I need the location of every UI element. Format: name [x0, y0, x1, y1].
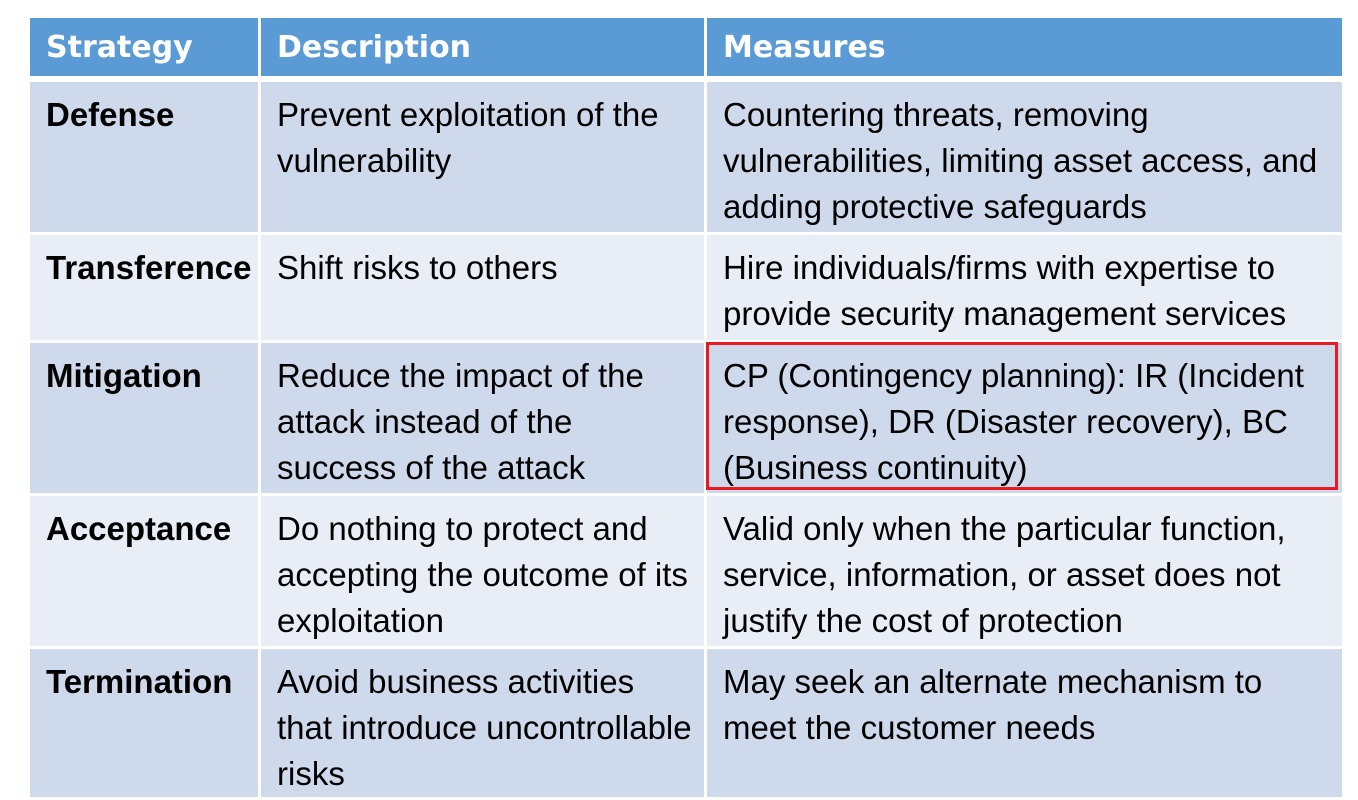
measures-cell-highlighted: CP (Contingency planning): IR (Incident … [707, 343, 1342, 496]
description-cell: Reduce the impact of the attack instead … [261, 343, 707, 496]
measures-cell: Hire individuals/firms with expertise to… [707, 235, 1342, 343]
table-row-defense: Defense Prevent exploitation of the vuln… [30, 82, 1342, 235]
table-row-termination: Termination Avoid business activities th… [30, 649, 1342, 800]
header-description: Description [261, 18, 707, 82]
strategy-cell: Mitigation [30, 343, 261, 496]
table-row-acceptance: Acceptance Do nothing to protect and acc… [30, 496, 1342, 649]
header-strategy: Strategy [30, 18, 261, 82]
description-cell: Shift risks to others [261, 235, 707, 343]
strategy-cell: Acceptance [30, 496, 261, 649]
table-header-row: Strategy Description Measures [30, 18, 1342, 82]
description-cell: Do nothing to protect and accepting the … [261, 496, 707, 649]
description-cell: Avoid business activities that introduce… [261, 649, 707, 800]
measures-cell: Valid only when the particular function,… [707, 496, 1342, 649]
header-measures: Measures [707, 18, 1342, 82]
description-cell: Prevent exploitation of the vulnerabilit… [261, 82, 707, 235]
strategy-cell: Termination [30, 649, 261, 800]
table-row-mitigation: Mitigation Reduce the impact of the atta… [30, 343, 1342, 496]
strategy-cell: Transference [30, 235, 261, 343]
risk-strategy-table: Strategy Description Measures Defense Pr… [30, 18, 1342, 800]
strategy-cell: Defense [30, 82, 261, 235]
table-row-transference: Transference Shift risks to others Hire … [30, 235, 1342, 343]
measures-cell: Countering threats, removing vulnerabili… [707, 82, 1342, 235]
measures-cell: May seek an alternate mechanism to meet … [707, 649, 1342, 800]
